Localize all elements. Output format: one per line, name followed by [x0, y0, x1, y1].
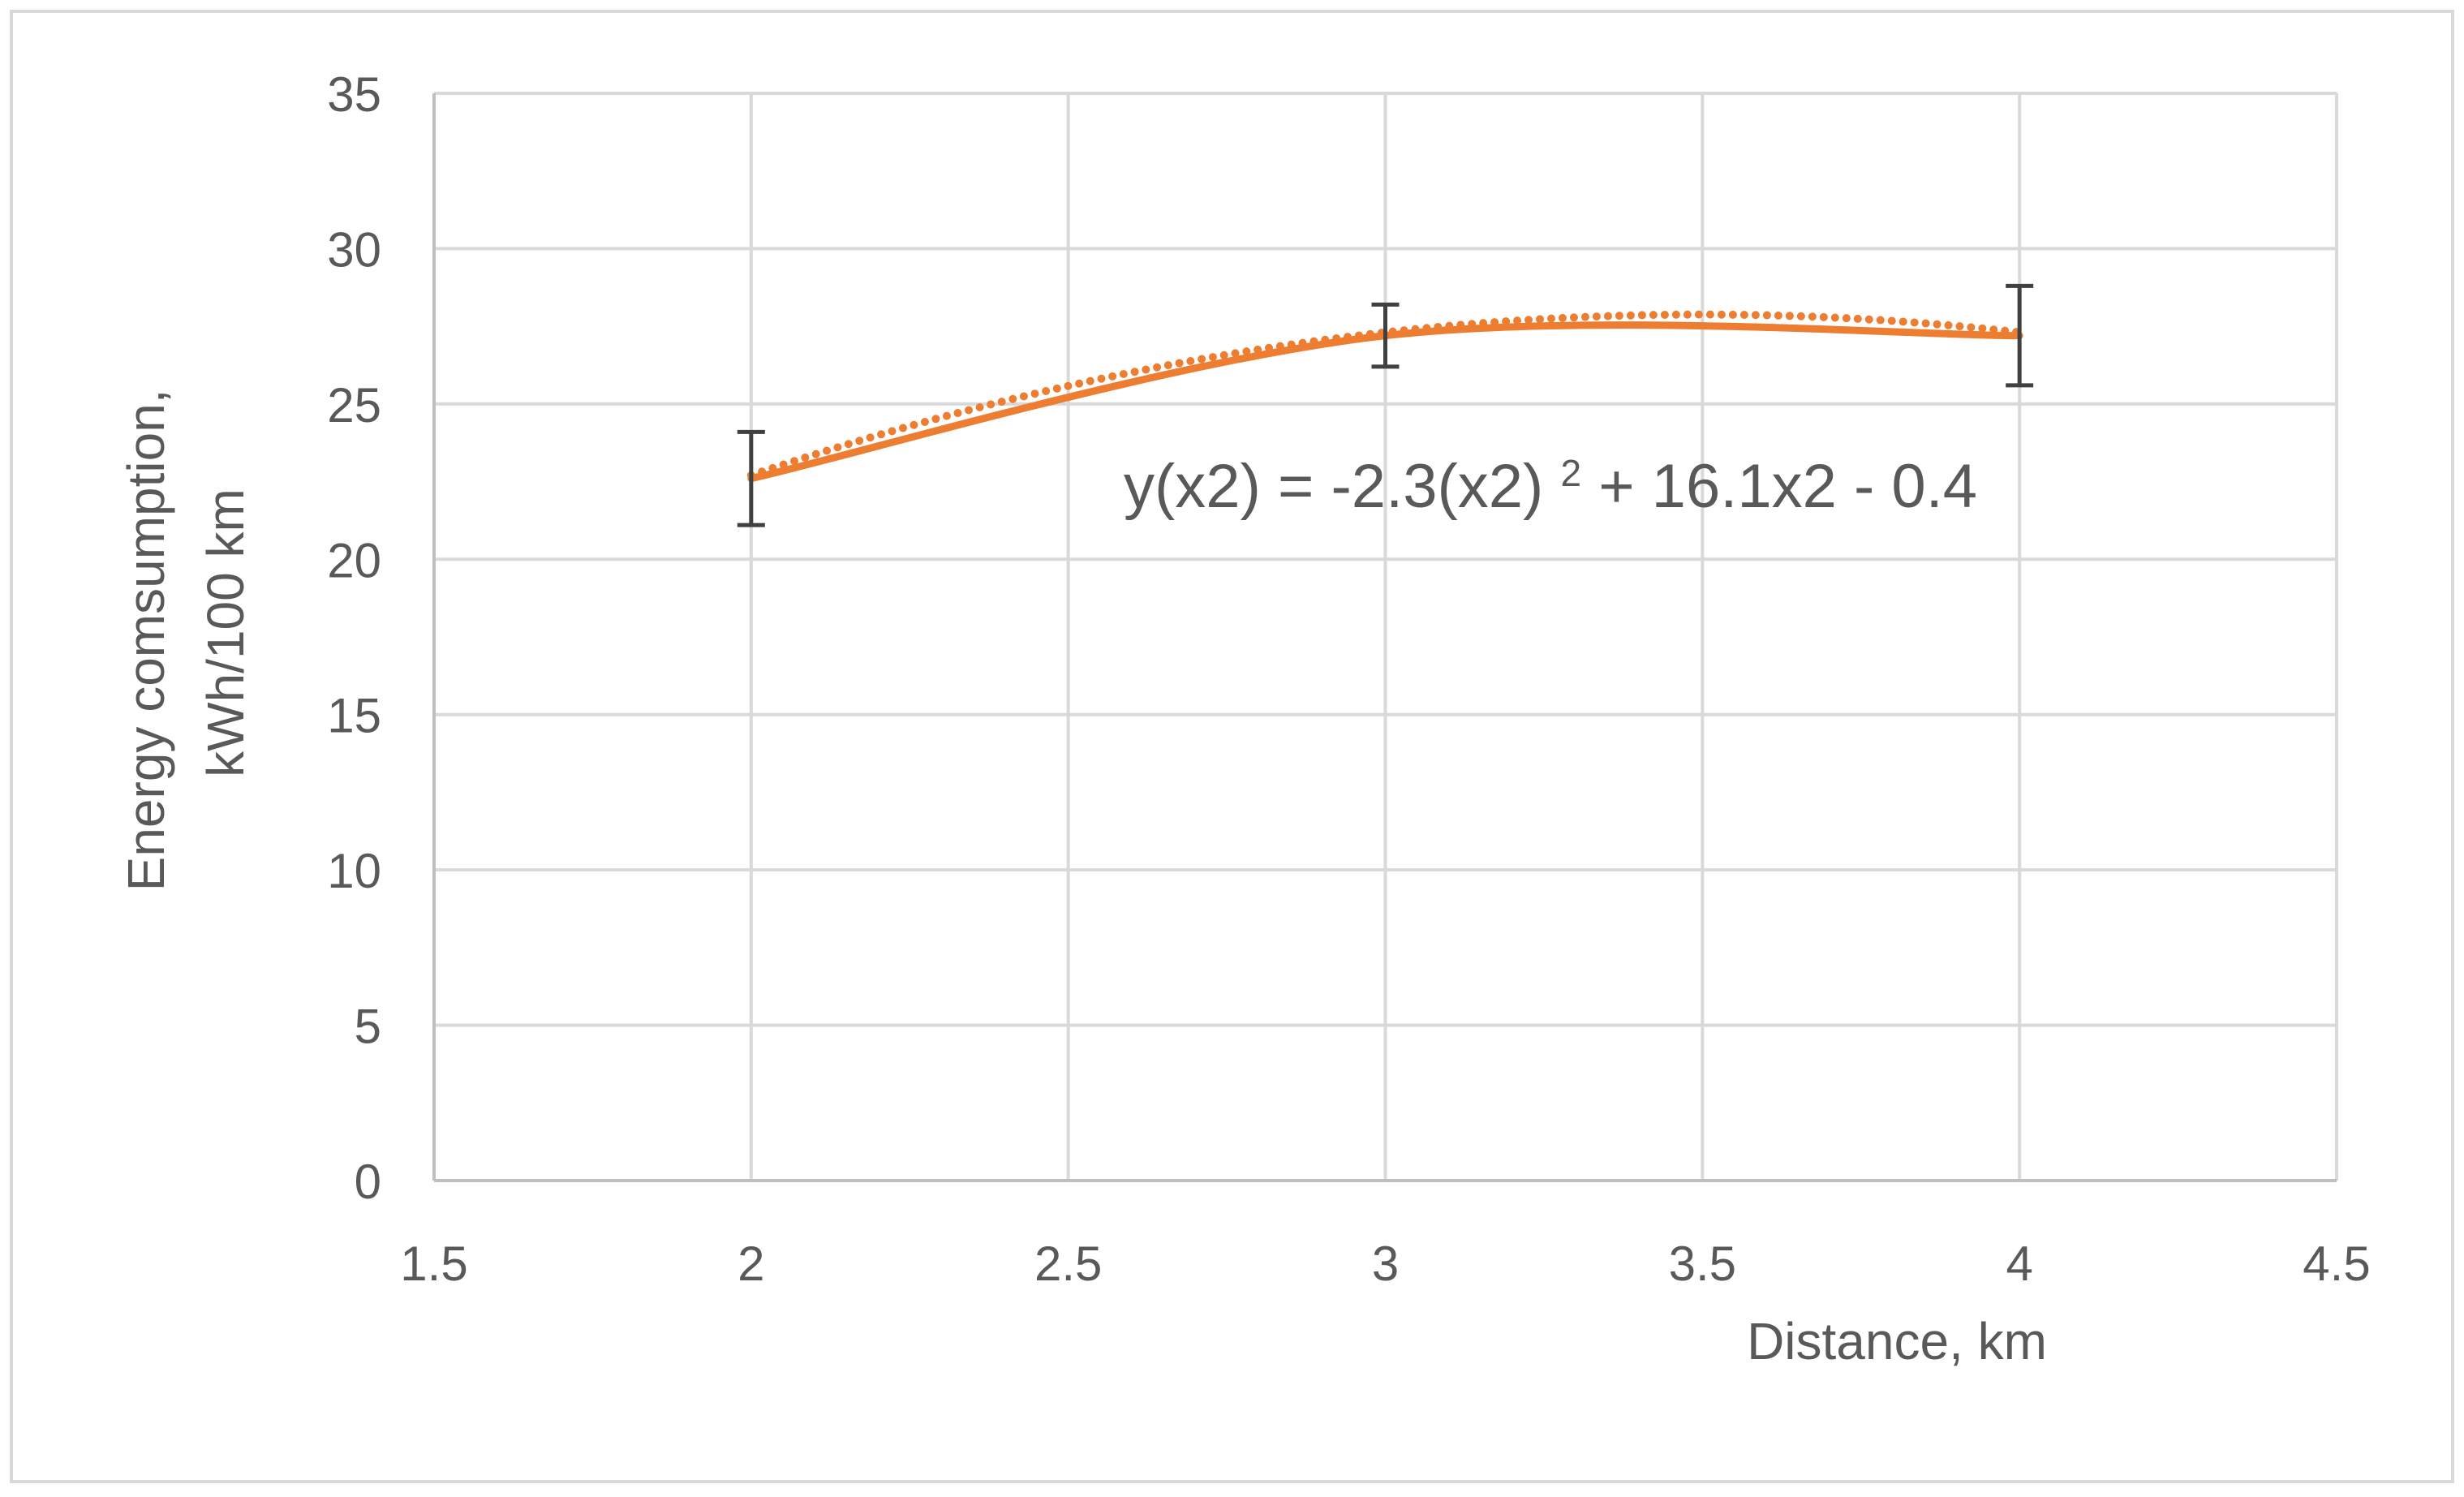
x-tick-label: 2 — [737, 1237, 764, 1291]
y-tick-label: 15 — [327, 689, 381, 743]
x-tick-label: 1.5 — [400, 1237, 467, 1291]
error-bar — [737, 429, 765, 527]
x-tick-label: 4.5 — [2303, 1237, 2370, 1291]
x-tick-label: 3 — [1372, 1237, 1399, 1291]
grid — [434, 92, 2338, 1181]
equation-main: y(x2) = -2.3(x2) — [1124, 452, 1543, 521]
equation-superscript: 2 — [1560, 452, 1581, 494]
x-tick-label: 2.5 — [1034, 1237, 1102, 1291]
y-axis-label: Energy comsumption, kWh/100 km — [117, 375, 255, 892]
trendline-equation: y(x2) = -2.3(x2) 2 + 16.1x2 - 0.4 — [1124, 452, 1977, 521]
x-tick-label: 3.5 — [1669, 1237, 1736, 1291]
chart-border — [10, 10, 2454, 1483]
error-bars — [737, 283, 2034, 527]
tick-labels: 0 5 10 15 20 25 30 35 1.5 2 2.5 3 3.5 4 4.5 — [327, 67, 2370, 1291]
y-tick-label: 0 — [355, 1155, 381, 1209]
y-tick-label: 10 — [327, 844, 381, 898]
y-axis-label-line-1: Energy comsumption, — [117, 389, 175, 891]
equation-rest: + 16.1x2 - 0.4 — [1598, 452, 1977, 521]
x-tick-label: 4 — [2006, 1237, 2032, 1291]
y-tick-label: 20 — [327, 533, 381, 587]
y-axis-label-line-2: kWh/100 km — [196, 488, 255, 777]
y-tick-label: 5 — [355, 1000, 381, 1054]
error-bar — [2006, 283, 2034, 388]
y-tick-label: 35 — [327, 67, 381, 122]
axes — [432, 93, 2337, 1182]
y-tick-label: 25 — [327, 378, 381, 432]
x-axis-label: Distance, km — [1747, 1312, 2047, 1370]
y-tick-label: 30 — [327, 222, 381, 277]
error-bar — [1371, 302, 1400, 369]
